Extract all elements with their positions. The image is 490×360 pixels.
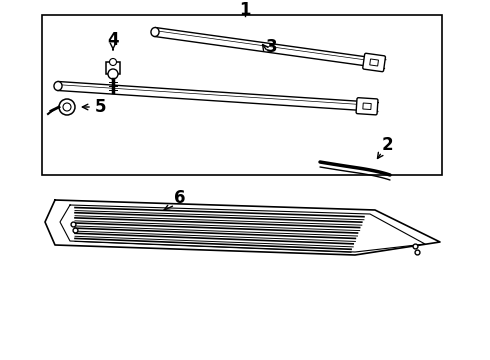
Bar: [363, 103, 371, 109]
Circle shape: [59, 99, 75, 115]
Ellipse shape: [54, 81, 62, 90]
Circle shape: [108, 69, 118, 79]
Text: 6: 6: [174, 189, 186, 207]
FancyBboxPatch shape: [363, 53, 386, 72]
FancyBboxPatch shape: [356, 98, 378, 115]
Text: 2: 2: [381, 136, 393, 154]
Circle shape: [63, 103, 71, 111]
FancyBboxPatch shape: [106, 62, 120, 74]
Text: 4: 4: [107, 31, 119, 49]
Ellipse shape: [151, 27, 159, 36]
Bar: [42, 15, 442, 175]
Text: 5: 5: [94, 98, 106, 116]
Text: 3: 3: [266, 38, 278, 56]
Circle shape: [109, 58, 117, 66]
Text: 1: 1: [239, 1, 251, 19]
Bar: [370, 59, 378, 66]
